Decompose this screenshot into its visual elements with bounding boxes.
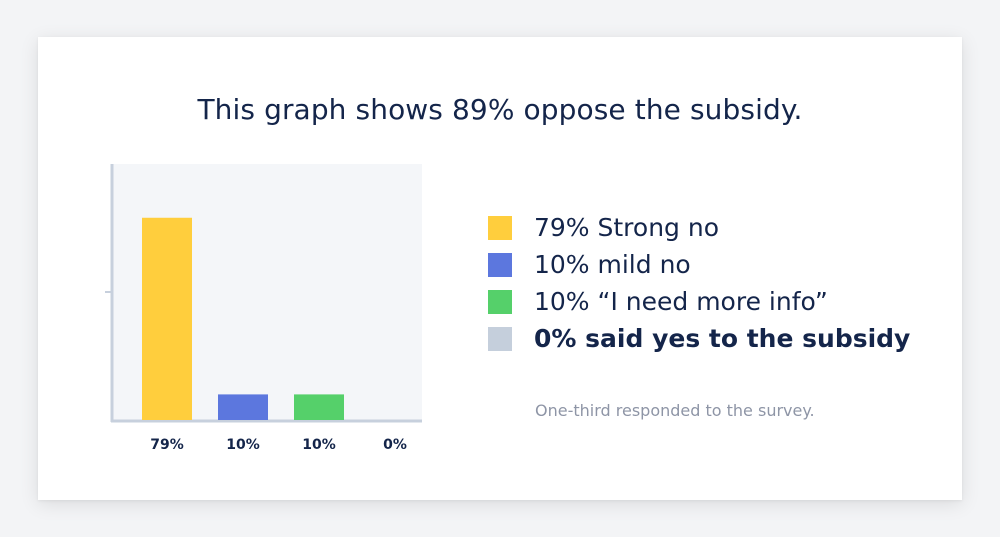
legend-swatch [488, 215, 512, 240]
bar-chart: 79% 10% 10% 0% [102, 159, 432, 459]
legend-item: 0% said yes to the subsidy [488, 320, 910, 357]
bar-3 [294, 394, 344, 420]
bar-2 [218, 394, 268, 420]
legend-label: 10% “I need more info” [534, 287, 828, 316]
legend-label: 10% mild no [534, 250, 691, 279]
chart-card: This graph shows 89% oppose the subsidy.… [38, 37, 962, 500]
legend-item: 10% mild no [488, 246, 910, 283]
legend-label: 0% said yes to the subsidy [534, 324, 911, 353]
legend-swatch [488, 289, 512, 314]
bar-label: 79% [150, 437, 184, 453]
bar-chart-svg: 79% 10% 10% 0% [105, 164, 422, 453]
bar-label: 10% [226, 437, 260, 453]
legend-swatch [488, 252, 512, 277]
bar-label: 0% [383, 437, 407, 453]
footnote: One-third responded to the survey. [535, 401, 815, 420]
bar-label: 10% [302, 437, 336, 453]
bar-1 [142, 217, 192, 420]
page-title: This graph shows 89% oppose the subsidy. [197, 93, 803, 126]
legend-label: 79% Strong no [534, 213, 720, 242]
chart-legend: 79% Strong no 10% mild no 10% “I need more… [488, 209, 910, 357]
legend-swatch [488, 326, 512, 351]
legend-item: 79% Strong no [488, 209, 910, 246]
legend-item: 10% “I need more info” [488, 283, 910, 320]
